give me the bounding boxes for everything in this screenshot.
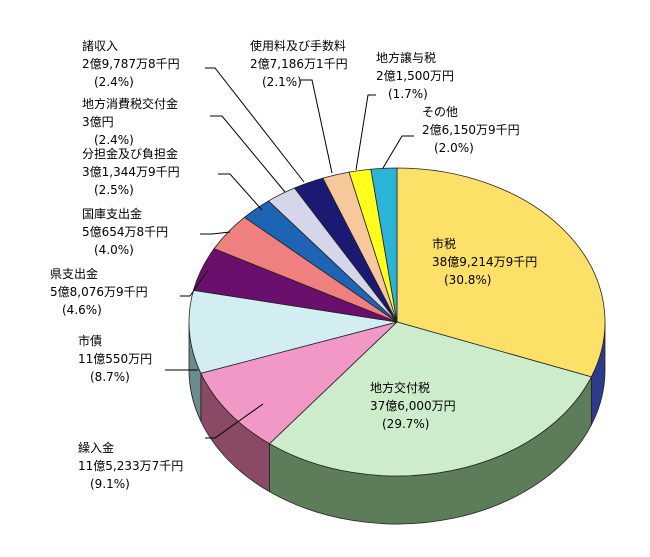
slice-percent: (29.7%): [382, 417, 429, 431]
leader-line-9: [205, 67, 305, 183]
slice-label-3: 繰入金 11億5,233万7千円 (9.1%): [78, 440, 183, 491]
leader-line-12: [382, 135, 414, 169]
slice-percent: (2.4%): [94, 133, 134, 147]
slice-label-1: 市税 38億9,214万9千円 (30.8%): [432, 236, 537, 287]
slice-percent: (9.1%): [90, 477, 130, 491]
slice-label-12: その他 2億6,150万9千円 (2.0%): [422, 105, 520, 155]
slice-percent: (8.7%): [90, 370, 130, 384]
slice-label-2: 地方交付税 37億6,000万円 (29.7%): [370, 380, 456, 431]
slice-percent: (2.1%): [262, 75, 302, 89]
slice-name: 県支出金: [50, 266, 98, 281]
pie-slice-2: [268, 321, 592, 477]
slice-name: 諸収入: [82, 38, 118, 53]
slice-label-5: 県支出金 5億8,076万9千円 (4.6%): [50, 266, 148, 317]
slice-label-7: 分担金及び負担金 3億1,344万9千円 (2.5%): [82, 146, 180, 197]
slice-name: 使用料及び手数料: [250, 38, 346, 53]
slice-amount: 2億6,150万9千円: [422, 123, 520, 137]
slice-name: 地方譲与税: [376, 50, 436, 65]
slice-percent: (2.5%): [94, 183, 134, 197]
slice-amount: 37億6,000万円: [370, 399, 456, 413]
slice-amount: 11億550万円: [78, 352, 152, 366]
leader-line-3: [205, 403, 264, 439]
leader-line-10: [300, 79, 333, 174]
slice-amount: 2億7,186万1千円: [250, 57, 348, 71]
slice-name: 繰入金: [78, 440, 114, 455]
leader-line-5: [180, 269, 209, 297]
slice-label-6: 国庫支出金 5億654万8千円 (4.0%): [82, 206, 168, 257]
slice-amount: 5億654万8千円: [82, 225, 168, 239]
slice-label-8: 地方消費税交付金 3億円 (2.4%): [82, 96, 178, 147]
leader-line-6: [200, 231, 231, 235]
pie-slice-1: [396, 167, 606, 378]
slice-label-10: 使用料及び手数料 2億7,186万1千円 (2.1%): [250, 38, 348, 89]
slice-amount: 3億円: [82, 115, 114, 129]
slice-name: 地方消費税交付金: [82, 96, 178, 111]
leader-line-11: [355, 94, 376, 171]
slice-percent: (30.8%): [444, 273, 491, 287]
slice-label-11: 地方譲与税 2億1,500万円 (1.7%): [376, 50, 454, 101]
slice-name: 市債: [78, 333, 102, 348]
slice-percent: (4.0%): [94, 243, 134, 257]
slice-label-9: 諸収入 2億9,787万8千円 (2.4%): [82, 38, 180, 89]
slice-amount: 2億9,787万8千円: [82, 57, 180, 71]
pie-slice-4: [188, 289, 398, 374]
slice-name: 地方交付税: [370, 380, 430, 395]
slice-amount: 2億1,500万円: [376, 69, 454, 83]
slice-name: その他: [422, 105, 458, 119]
leader-line-8: [210, 115, 286, 193]
slice-percent: (4.6%): [62, 303, 102, 317]
slice-amount: 5億8,076万9千円: [50, 285, 148, 299]
slice-percent: (1.7%): [388, 87, 428, 101]
pie-slice-12: [370, 167, 398, 323]
leader-lines: [165, 67, 414, 439]
slice-name: 国庫支出金: [82, 206, 142, 221]
slice-name: 市税: [432, 236, 456, 251]
slice-name: 分担金及び負担金: [82, 146, 178, 161]
slice-amount: 3億1,344万9千円: [82, 165, 180, 179]
slice-amount: 38億9,214万9千円: [432, 255, 537, 269]
slice-amount: 11億5,233万7千円: [78, 459, 183, 473]
slice-percent: (2.4%): [94, 75, 134, 89]
slice-percent: (2.0%): [434, 141, 474, 155]
slice-labels: 市税 38億9,214万9千円 (30.8%) 地方交付税 37億6,000万円 (29.…: [50, 38, 537, 491]
leader-line-7: [218, 173, 263, 211]
slice-label-4: 市債 11億550万円 (8.7%): [78, 333, 152, 384]
